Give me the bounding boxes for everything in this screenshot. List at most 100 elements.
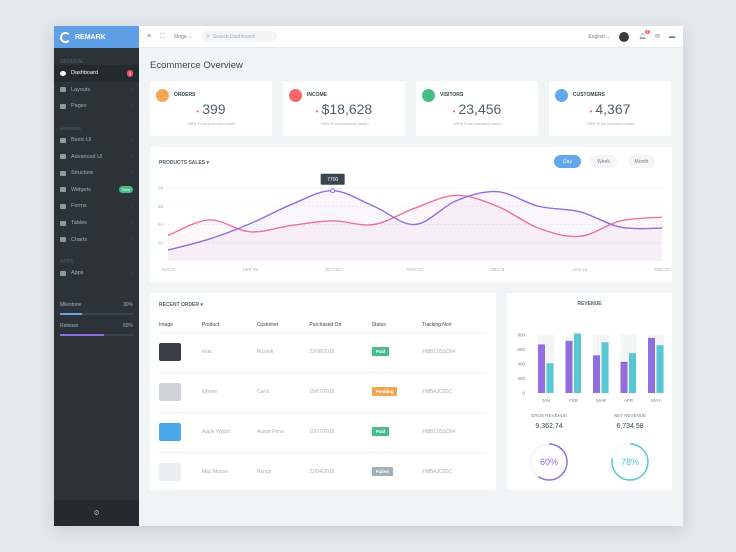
avatar[interactable] <box>619 31 630 42</box>
table-row[interactable]: Mac Mouse Randy 22/04/2015 Failed #985A3… <box>159 452 487 493</box>
sidebar-item-widgets[interactable]: Widgets New <box>54 182 139 199</box>
bar <box>648 337 655 393</box>
x-tick-label: JAN <box>542 398 551 403</box>
money-icon <box>289 89 302 102</box>
y-tick-label: 8K <box>158 186 164 191</box>
trend-dot-icon: • <box>452 107 456 116</box>
tab-week[interactable]: Week <box>590 155 617 168</box>
stat-label: ORDERS <box>174 92 196 98</box>
stat-label: CUSTOMERS <box>573 92 605 98</box>
customer: Randy <box>256 452 310 493</box>
brand[interactable]: REMARK <box>54 26 139 48</box>
sales-line-chart: 2K 4K 6K 8K AUG 8 SEP 15 OCT 22 NOV 24 DEC 8 JAN … <box>158 173 670 272</box>
products-sales-dropdown[interactable]: PRODUCTS SALES ▾ <box>159 160 209 166</box>
table-row[interactable]: Iphone Carol 15/07/2015 Pending #985A3C0… <box>159 372 487 413</box>
search-input[interactable]: ⚲ Search Dashboard <box>201 31 278 42</box>
customer: Carol <box>256 372 310 413</box>
layout-icon <box>60 87 66 93</box>
stat-card-orders: ORDERS • 399 +45% From previous month <box>150 81 272 136</box>
x-tick-label: MAY <box>651 398 660 403</box>
purchase-date: 15/07/2015 <box>309 372 372 413</box>
bar <box>629 353 636 393</box>
value: 60% <box>122 322 133 329</box>
sidebar-item-charts[interactable]: Charts › <box>54 231 139 248</box>
sidebar: REMARK GENERAL Dashboard 3 Layouts › Pages… <box>54 26 139 526</box>
column-header: Product <box>201 318 257 333</box>
x-tick-label: APR <box>624 398 634 403</box>
mail-icon[interactable]: ✉ <box>654 34 660 40</box>
orders-table: Image Product Customer Purchased On Status Tr… <box>159 318 487 493</box>
trend-dot-icon: • <box>589 107 593 116</box>
label: Milestone <box>60 301 82 308</box>
badge: 3 <box>126 69 133 77</box>
progress-fill <box>60 333 104 336</box>
y-tick-label: 200 <box>517 376 525 381</box>
product-image <box>159 383 181 401</box>
bar <box>565 340 573 393</box>
purchase-date: 22/08/2015 <box>309 332 372 373</box>
milestone-progress: Milestone 30% <box>54 302 139 315</box>
menu-icon[interactable]: ≡ <box>147 33 152 40</box>
y-tick-label: 4K <box>158 222 164 227</box>
label: Basic UI <box>71 137 92 144</box>
trend-dot-icon: • <box>196 107 200 116</box>
mega-menu[interactable]: Mega ⌄ <box>174 34 192 40</box>
chevron-right-icon: › <box>131 170 133 177</box>
title: PRODUCTS SALES <box>159 160 206 166</box>
bar <box>546 363 554 393</box>
sidebar-item-forms[interactable]: Forms › <box>54 198 139 215</box>
notification-button[interactable]: 🔔︎ 1 <box>638 30 650 40</box>
status-badge: Failed <box>371 467 393 476</box>
label: Apps <box>71 270 84 277</box>
stat-sub: +45% From previous month <box>186 121 236 126</box>
chat-icon[interactable]: ▬ <box>669 33 675 40</box>
sidebar-item-advanced-ui[interactable]: Advanced UI › <box>54 148 139 165</box>
sidebar-item-layouts[interactable]: Layouts › <box>54 82 139 99</box>
series-area <box>168 190 662 261</box>
product-image <box>159 463 181 481</box>
recent-order-dropdown[interactable]: RECENT ORDER ▾ <box>159 302 203 308</box>
tab-day[interactable]: Day <box>554 155 581 168</box>
structure-icon <box>60 170 66 176</box>
fullscreen-icon[interactable]: ⛶ <box>160 32 165 40</box>
status-badge: Paid <box>371 427 390 436</box>
badge: New <box>118 186 133 194</box>
stat-card-income: INCOME • $18,628 +45% From previous month <box>283 81 405 136</box>
section-label: GENERAL <box>60 59 84 65</box>
stat-value: • $18,628 <box>283 101 405 117</box>
trend-dot-icon: • <box>315 107 319 116</box>
label: Mega <box>174 33 187 40</box>
donut-percent: 60% <box>540 457 558 467</box>
column-header: Image <box>159 318 202 333</box>
customer: Russell <box>256 332 310 373</box>
sidebar-item-basic-ui[interactable]: Basic UI › <box>54 132 139 149</box>
revenue-donuts: 60% 78% <box>530 443 649 481</box>
chevron-down-icon: ▾ <box>206 160 210 166</box>
language-select[interactable]: English ⌄ <box>588 34 610 40</box>
sidebar-item-pages[interactable]: Pages › <box>54 98 139 115</box>
y-tick-label: 0 <box>522 391 525 396</box>
release-progress: Release 60% <box>54 323 139 336</box>
sidebar-item-structure[interactable]: Structure › <box>54 165 139 182</box>
products-sales-card: PRODUCTS SALES ▾ Day Week Month 2K 4K 6K 8K… <box>150 147 672 282</box>
label: Release <box>60 322 79 329</box>
sidebar-item-tables[interactable]: Tables › <box>54 215 139 232</box>
column-header: Status <box>371 318 422 333</box>
tab-month[interactable]: Month <box>628 155 655 168</box>
label: Charts <box>71 236 88 243</box>
settings-button[interactable]: ⚙ <box>54 500 139 526</box>
tooltip <box>320 173 345 185</box>
product: Mac Mouse <box>201 452 257 493</box>
label: Tables <box>71 220 87 227</box>
sidebar-item-dashboard[interactable]: Dashboard 3 <box>54 65 139 82</box>
sidebar-item-apps[interactable]: Apps › <box>54 265 139 282</box>
placeholder: Search Dashboard <box>212 33 255 40</box>
product: Apple Watch <box>201 412 257 453</box>
brand-name: REMARK <box>75 33 106 41</box>
wrench-icon <box>60 154 66 160</box>
stat-sub: +25% From previous month <box>452 121 502 126</box>
chevron-right-icon: › <box>131 137 133 144</box>
table-row[interactable]: Imac Russell 22/08/2015 Paid #98BC85SD64 <box>159 332 487 373</box>
chevron-down-icon: ▾ <box>200 302 203 308</box>
table-row[interactable]: Apple Watch Austin Pena 10/07/2015 Paid … <box>159 412 487 453</box>
